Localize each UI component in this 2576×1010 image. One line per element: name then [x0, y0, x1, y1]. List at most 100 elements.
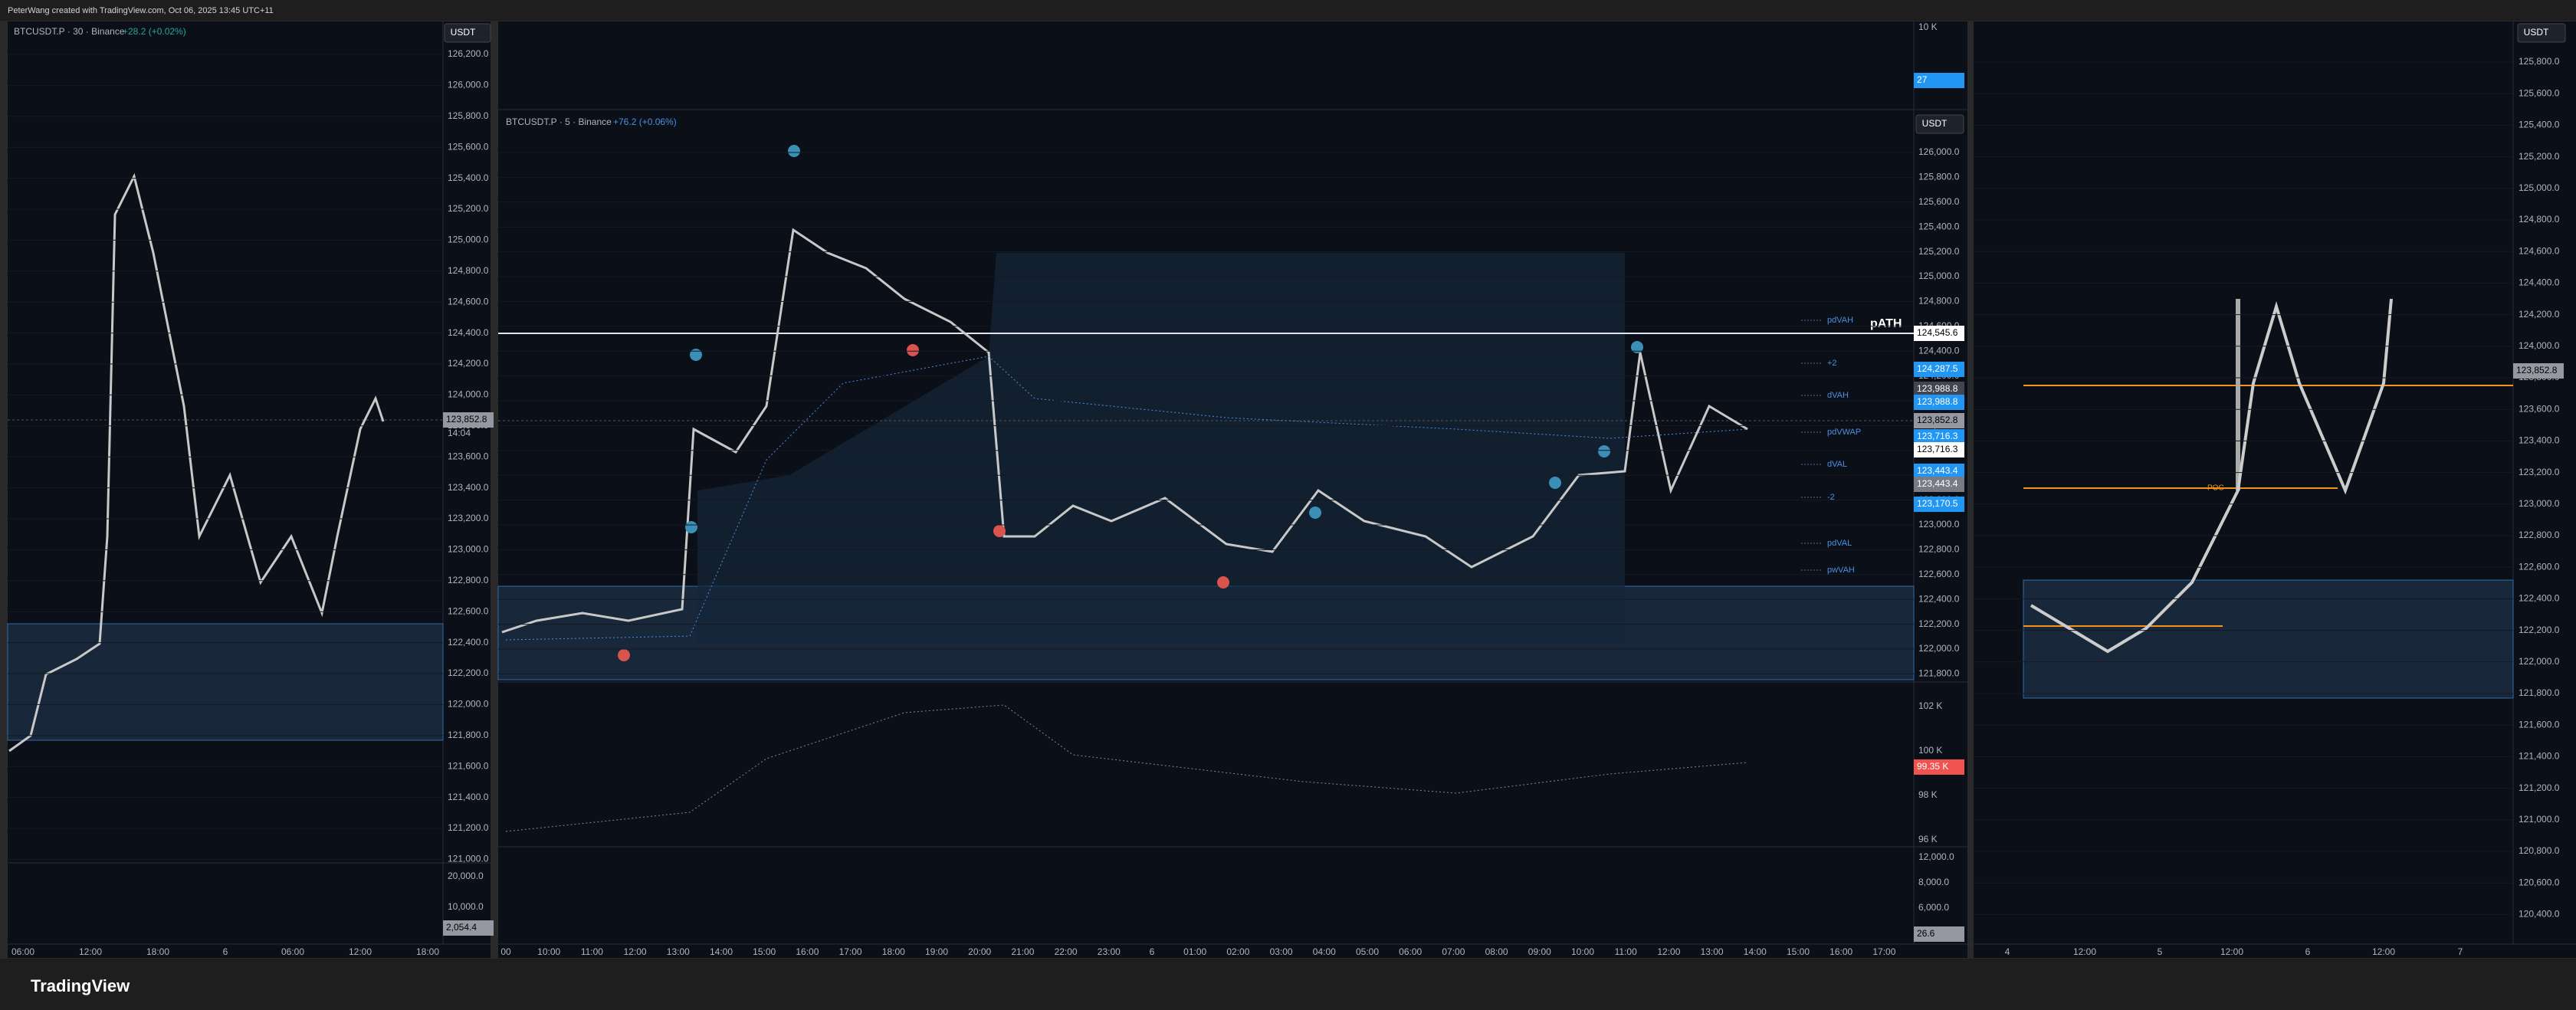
volume-last-bg — [443, 920, 494, 936]
time-tick-label: 12:00 — [2220, 946, 2243, 957]
price-tick-label: 10,000.0 — [448, 901, 484, 912]
currency-badge[interactable] — [444, 23, 491, 43]
time-tick-label: 13:00 — [1701, 946, 1724, 957]
marker — [788, 145, 800, 157]
price-tick-label: 126,000.0 — [448, 80, 489, 90]
time-tick-label: 01:00 — [1183, 946, 1206, 957]
marker — [1549, 477, 1561, 489]
volume-last: 2,054.4 — [446, 922, 477, 933]
price-tick-label: 120,600.0 — [2519, 877, 2560, 887]
price-tick-label: 123,000.0 — [1918, 519, 1960, 530]
price-tick-label: 122,000.0 — [1918, 643, 1960, 654]
ath-label: pATH — [1870, 317, 1902, 330]
time-tick-label: 17:00 — [839, 946, 862, 957]
time-tick-label: 12:00 — [79, 946, 102, 957]
price-tick-label: 121,400.0 — [2519, 751, 2560, 762]
time-tick-label: 04:00 — [1313, 946, 1336, 957]
time-tick-label: 20:00 — [968, 946, 991, 957]
time-tick-label: 13:00 — [667, 946, 690, 957]
time-tick-label: 6 — [1150, 946, 1155, 957]
price-label: 124,287.5 — [1917, 363, 1958, 374]
price-tick-label: 125,400.0 — [1918, 221, 1960, 231]
price-tick-label: 121,000.0 — [2519, 814, 2560, 825]
right-panel — [1974, 21, 2576, 958]
price-tick-label: 125,000.0 — [448, 234, 489, 245]
indicator-label: pdVAL — [1827, 539, 1852, 548]
volume-last: 26.6 — [1917, 928, 1935, 939]
price-tick-label: 96 K — [1918, 834, 1938, 844]
poc-label: POC — [2207, 484, 2224, 493]
currency: USDT — [2524, 27, 2549, 38]
price-label: 123,852.8 — [1917, 415, 1958, 425]
price-tick-label: 122,800.0 — [1918, 544, 1960, 555]
time-tick-label: 16:00 — [1829, 946, 1852, 957]
price-tick-label: 123,200.0 — [448, 513, 489, 523]
price-tick-label: 122,200.0 — [2519, 625, 2560, 635]
price-tick-label: 125,200.0 — [1918, 246, 1960, 257]
price-tick-label: 123,400.0 — [448, 482, 489, 493]
volume-last-bg — [1914, 926, 1964, 942]
time-tick-label: 12:00 — [1657, 946, 1680, 957]
price-tick-label: 121,800.0 — [448, 730, 489, 740]
time-tick-label: 10:00 — [1571, 946, 1594, 957]
marker — [1631, 341, 1643, 353]
price-tick-label: 124,600.0 — [2519, 245, 2560, 256]
price-tick-label: 121,200.0 — [448, 822, 489, 833]
time-tick-label: 11:00 — [581, 946, 603, 957]
price-tick-label: 122,000.0 — [2519, 656, 2560, 667]
price-tick-label: 125,800.0 — [1918, 172, 1960, 182]
indicator-label: +2 — [1827, 359, 1837, 368]
price-label-bg — [1914, 413, 1964, 428]
time-tick-label: 21:00 — [1011, 946, 1034, 957]
price-path — [8, 172, 385, 753]
price-tick-label: 124,400.0 — [1918, 345, 1960, 356]
price-tick-label: 122,600.0 — [1918, 569, 1960, 579]
left-panel — [8, 21, 491, 958]
volume-last-bg — [1914, 73, 1964, 88]
price-tick-label: 125,400.0 — [448, 172, 489, 183]
currency-badge[interactable] — [1915, 114, 1964, 134]
time-tick-label: 18:00 — [146, 946, 169, 957]
marker — [907, 344, 919, 356]
marker — [1217, 576, 1229, 589]
vwap-band — [697, 253, 1625, 644]
price-tick-label: 6,000.0 — [1918, 902, 1949, 913]
symbol: BTCUSDT.P · 30 · Binance — [14, 26, 125, 37]
price-tick-label: 122,400.0 — [448, 637, 489, 648]
price-tick-label: 20,000.0 — [448, 871, 484, 881]
price-tick-label: 124,400.0 — [2519, 277, 2560, 288]
time-tick-label: 02:00 — [1226, 946, 1249, 957]
price-label: 123,170.5 — [1917, 498, 1958, 509]
price-tick-label: 125,400.0 — [2519, 120, 2560, 130]
marker — [685, 521, 697, 533]
price-tick-label: 126,200.0 — [448, 48, 489, 59]
indicator-label: pwVAH — [1827, 566, 1855, 575]
price-tick-label: 125,600.0 — [448, 141, 489, 152]
price-tick-label: 121,800.0 — [1918, 668, 1960, 679]
price-tick-label: 122,800.0 — [2519, 530, 2560, 540]
time-tick-label: 06:00 — [1399, 946, 1422, 957]
price-tick-label: 98 K — [1918, 789, 1938, 800]
time-tick-label: 14:00 — [1744, 946, 1767, 957]
currency-badge[interactable] — [2517, 23, 2566, 43]
marker — [993, 525, 1006, 537]
value-area — [2023, 579, 2514, 699]
price-tick-label: 122,600.0 — [448, 605, 489, 616]
price-tick-label: 125,000.0 — [2519, 182, 2560, 193]
price-tick-label: 122,800.0 — [448, 575, 489, 585]
currency: USDT — [451, 27, 476, 38]
price-label-bg — [1914, 464, 1964, 479]
price-tick-label: 124,400.0 — [448, 327, 489, 338]
time-tick-label: 05:00 — [1356, 946, 1379, 957]
price-label-bg — [1914, 429, 1964, 444]
price-tick-label: 121,200.0 — [2519, 782, 2560, 793]
volume-last: 27 — [1917, 74, 1928, 85]
price-tick-label: 126,000.0 — [1918, 146, 1960, 157]
price-tick-label: 124,600.0 — [448, 296, 489, 307]
time-tick-label: 4 — [2005, 946, 2010, 957]
price-tick-label: 123,000.0 — [2519, 498, 2560, 509]
price-tick-label: 122,400.0 — [1918, 593, 1960, 604]
price-label-bg — [1914, 382, 1964, 397]
time-tick-label: 12:00 — [2073, 946, 2096, 957]
time-tick-label: 07:00 — [1442, 946, 1465, 957]
